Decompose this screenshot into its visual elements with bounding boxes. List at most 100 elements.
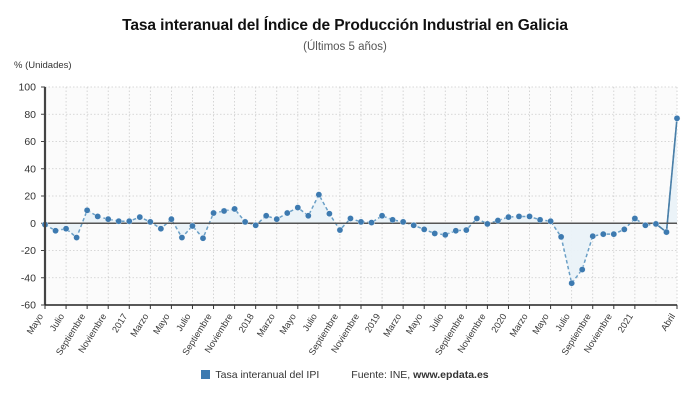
data-point-marker[interactable] [347,215,354,222]
x-axis-tick-label: Marzo [381,312,403,339]
data-point-marker[interactable] [557,233,565,241]
data-point-marker[interactable] [389,216,396,224]
x-axis-tick-label: Julio [427,312,445,333]
data-point-marker[interactable] [420,226,428,233]
data-point-marker[interactable] [94,213,101,220]
data-point-marker[interactable] [673,115,681,122]
data-point-marker[interactable] [463,226,470,234]
data-point-marker[interactable] [368,219,375,226]
data-point-marker[interactable] [441,231,449,239]
x-axis-tick-label: 2020 [489,312,508,335]
data-point-marker[interactable] [147,218,154,226]
data-point-marker[interactable] [526,213,533,220]
chart-legend: Tasa interanual del IPI Fuente: INE, www.… [0,369,690,381]
data-point-marker[interactable] [494,217,502,224]
data-point-marker[interactable] [104,215,112,223]
data-point-marker[interactable] [621,226,628,233]
x-axis-tick-label: Mayo [25,312,45,336]
data-point-marker[interactable] [663,228,670,236]
page-title: Tasa interanual del Índice de Producción… [122,17,568,34]
data-point-marker[interactable] [642,221,649,229]
data-point-marker[interactable] [515,213,523,220]
x-axis-tick-label: 2017 [110,312,129,335]
x-axis-tick-label: Mayo [278,312,298,336]
data-point-marker[interactable] [62,225,70,232]
x-axis-tick-label: Mayo [530,312,550,336]
data-point-marker[interactable] [631,215,639,222]
data-point-marker[interactable] [305,212,312,220]
data-point-marker[interactable] [536,216,544,224]
data-point-marker[interactable] [610,230,618,238]
x-axis-tick-label: Marzo [508,312,530,339]
x-axis-tick-label: Mayo [151,312,171,336]
data-point-marker[interactable] [399,218,407,226]
y-axis-tick-label: 20 [24,191,36,203]
data-point-marker[interactable] [431,230,439,237]
y-axis-tick-label: 0 [30,218,36,230]
y-axis-tick-label: 60 [24,136,36,148]
y-axis-tick-label: 100 [18,82,36,94]
data-point-marker[interactable] [199,234,207,242]
legend-swatch-icon [201,370,211,379]
x-axis-tick-label: Marzo [129,312,151,339]
data-point-marker[interactable] [262,212,270,220]
data-point-marker[interactable] [115,217,123,225]
data-point-marker[interactable] [568,279,575,287]
data-point-marker[interactable] [315,191,323,198]
y-axis-units-label: % (Unidades) [14,60,72,71]
data-point-marker[interactable] [473,215,481,222]
data-point-marker[interactable] [157,225,165,232]
data-point-marker[interactable] [326,210,333,218]
data-point-marker[interactable] [83,207,91,214]
data-point-marker[interactable] [178,234,186,241]
data-point-marker[interactable] [168,215,175,223]
data-point-marker[interactable] [231,205,238,213]
y-axis-tick-label: -20 [21,245,36,257]
data-point-marker[interactable] [52,227,59,235]
data-point-marker[interactable] [220,207,228,215]
data-point-marker[interactable] [378,212,386,220]
y-axis-tick-label: -40 [21,272,36,284]
data-point-marker[interactable] [599,230,607,238]
data-point-marker[interactable] [410,221,417,229]
data-point-marker[interactable] [294,204,302,211]
data-point-marker[interactable] [578,266,586,273]
data-point-marker[interactable] [452,227,460,235]
data-point-marker[interactable] [273,215,281,223]
data-point-marker[interactable] [547,217,554,225]
x-axis-tick-label: Julio [48,312,66,333]
data-point-marker[interactable] [484,220,491,228]
y-axis-tick-label: 80 [24,109,36,121]
source-site[interactable]: www.epdata.es [413,369,489,381]
legend-series-label: Tasa interanual del IPI [215,369,320,381]
data-point-marker[interactable] [73,234,80,241]
x-axis-tick-label: Marzo [255,312,277,339]
x-axis-tick-label: 2021 [616,312,635,335]
x-axis-tick-label: Julio [301,312,319,333]
x-axis-tick-label: Julio [553,312,571,333]
x-axis-tick-label: Julio [174,312,192,333]
data-point-marker[interactable] [241,218,249,226]
x-axis-tick-label: Mayo [404,312,424,336]
data-point-marker[interactable] [136,213,144,221]
x-axis-tick-label: Abril [659,312,677,333]
data-point-marker[interactable] [252,221,259,229]
data-point-marker[interactable] [210,209,217,217]
data-point-marker[interactable] [505,213,512,221]
data-point-marker[interactable] [336,226,344,234]
data-point-marker[interactable] [125,217,133,225]
chart-subtitle: (Últimos 5 años) [303,41,387,53]
data-point-marker[interactable] [189,222,196,230]
y-axis-tick-label: -60 [21,300,36,312]
x-axis-tick-label: 2019 [363,312,382,335]
source-prefix: Fuente: INE, [351,369,414,381]
data-point-marker[interactable] [283,209,291,217]
data-point-marker[interactable] [652,220,660,228]
data-point-marker[interactable] [589,232,597,240]
data-point-marker[interactable] [357,218,365,226]
source-text: Fuente: INE, www.epdata.es [351,369,488,381]
x-axis-tick-label: 2018 [237,312,256,335]
